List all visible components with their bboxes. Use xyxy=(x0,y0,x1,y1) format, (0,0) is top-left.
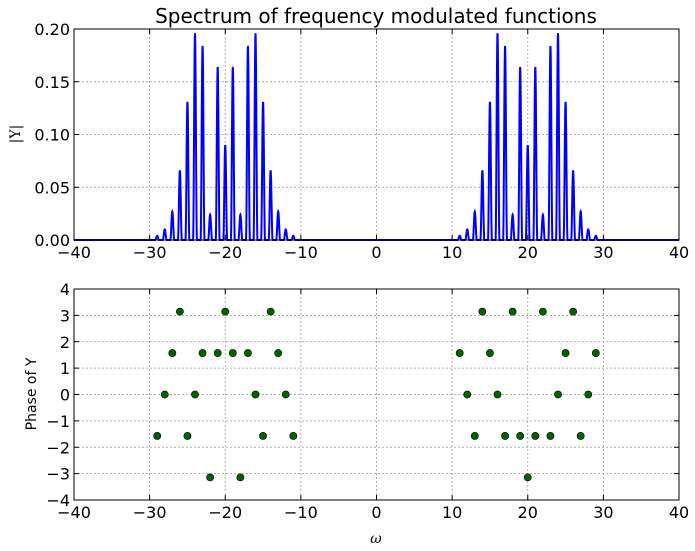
phase-point xyxy=(228,349,237,357)
bottom-x-tick-labels: −40 −30 −20 −10 0 10 20 30 40 xyxy=(57,503,689,522)
phase-point xyxy=(463,390,472,399)
phase-point xyxy=(478,307,487,316)
top-y-tick-label: 0.00 xyxy=(34,231,70,250)
bottom-y-axis-label: Phase of Y xyxy=(24,357,40,430)
bottom-y-tick-labels: −4 −3 −2 −1 0 1 2 3 4 xyxy=(46,280,70,510)
phase-point xyxy=(516,432,525,440)
bottom-y-tick-label: 2 xyxy=(60,333,70,352)
phase-point xyxy=(546,432,555,440)
phase-point xyxy=(508,307,517,316)
top-x-tick-labels: −40 −30 −20 −10 0 10 20 30 40 xyxy=(57,243,689,262)
bottom-y-tick-label: −2 xyxy=(46,438,70,457)
phase-point xyxy=(501,432,509,440)
phase-point xyxy=(213,349,222,357)
phase-point xyxy=(523,473,532,482)
top-y-tick-label: 0.20 xyxy=(34,20,70,39)
bottom-y-tick-label: 1 xyxy=(60,359,70,378)
top-x-tick-label: 30 xyxy=(593,243,613,262)
phase-point xyxy=(221,307,230,316)
phase-point xyxy=(198,349,207,357)
phase-point xyxy=(281,390,290,399)
bottom-ticks xyxy=(73,288,680,501)
phase-point xyxy=(531,432,540,440)
phase-point xyxy=(183,432,192,440)
phase-point xyxy=(175,307,184,316)
top-ticks xyxy=(73,28,680,241)
phase-point xyxy=(206,473,215,482)
top-x-tick-label: −20 xyxy=(208,243,242,262)
bottom-y-tick-label: −1 xyxy=(46,412,70,431)
top-x-tick-label: 10 xyxy=(442,243,462,262)
bottom-x-axis-label: ω xyxy=(370,531,382,547)
phase-point xyxy=(591,349,600,357)
bottom-x-tick-label: −20 xyxy=(208,503,242,522)
phase-point xyxy=(554,390,562,399)
bottom-x-tick-label: 40 xyxy=(669,503,689,522)
bottom-y-tick-label: −4 xyxy=(46,491,70,510)
bottom-x-tick-label: 0 xyxy=(371,503,381,522)
bottom-x-tick-label: −40 xyxy=(57,503,91,522)
phase-point xyxy=(266,307,275,316)
bottom-y-tick-label: −3 xyxy=(46,465,70,484)
phase-point xyxy=(569,307,578,316)
phase-point xyxy=(584,390,593,399)
top-x-tick-label: 20 xyxy=(518,243,538,262)
phase-point xyxy=(486,349,494,357)
phase-points xyxy=(153,307,600,482)
phase-point xyxy=(153,432,162,440)
phase-point xyxy=(236,473,245,482)
top-x-tick-label: 0 xyxy=(371,243,381,262)
bottom-x-tick-label: 10 xyxy=(442,503,462,522)
phase-point xyxy=(251,390,260,399)
top-grid xyxy=(73,28,680,241)
phase-point xyxy=(168,349,177,357)
phase-point xyxy=(455,349,464,357)
chart-title: Spectrum of frequency modulated function… xyxy=(155,4,597,28)
bottom-x-tick-label: −30 xyxy=(133,503,167,522)
phase-point xyxy=(244,349,252,357)
phase-point xyxy=(160,390,169,399)
top-x-tick-label: −30 xyxy=(133,243,167,262)
bottom-x-tick-label: −10 xyxy=(284,503,318,522)
phase-point xyxy=(576,432,585,440)
phase-point xyxy=(561,349,570,357)
top-y-axis-label: |Y| xyxy=(8,125,24,144)
bottom-x-tick-label: 20 xyxy=(518,503,538,522)
top-x-tick-label: −40 xyxy=(57,243,91,262)
phase-point xyxy=(538,307,547,316)
top-y-tick-label: 0.10 xyxy=(34,126,70,145)
top-x-tick-label: −10 xyxy=(284,243,318,262)
bottom-x-tick-label: 30 xyxy=(593,503,613,522)
top-y-tick-labels: 0.00 0.05 0.10 0.15 0.20 xyxy=(34,20,70,250)
phase-point xyxy=(259,432,267,440)
phase-point xyxy=(191,390,199,399)
top-x-tick-label: 40 xyxy=(669,243,689,262)
phase-point xyxy=(470,432,479,440)
bottom-y-tick-label: 3 xyxy=(60,306,70,325)
phase-point xyxy=(289,432,298,440)
bottom-y-tick-label: 4 xyxy=(60,280,70,299)
phase-point xyxy=(274,349,283,357)
top-y-tick-label: 0.15 xyxy=(34,73,70,92)
spectrum-line xyxy=(74,33,679,241)
top-y-tick-label: 0.05 xyxy=(34,178,70,197)
phase-point xyxy=(493,390,502,399)
bottom-y-tick-label: 0 xyxy=(60,386,70,405)
